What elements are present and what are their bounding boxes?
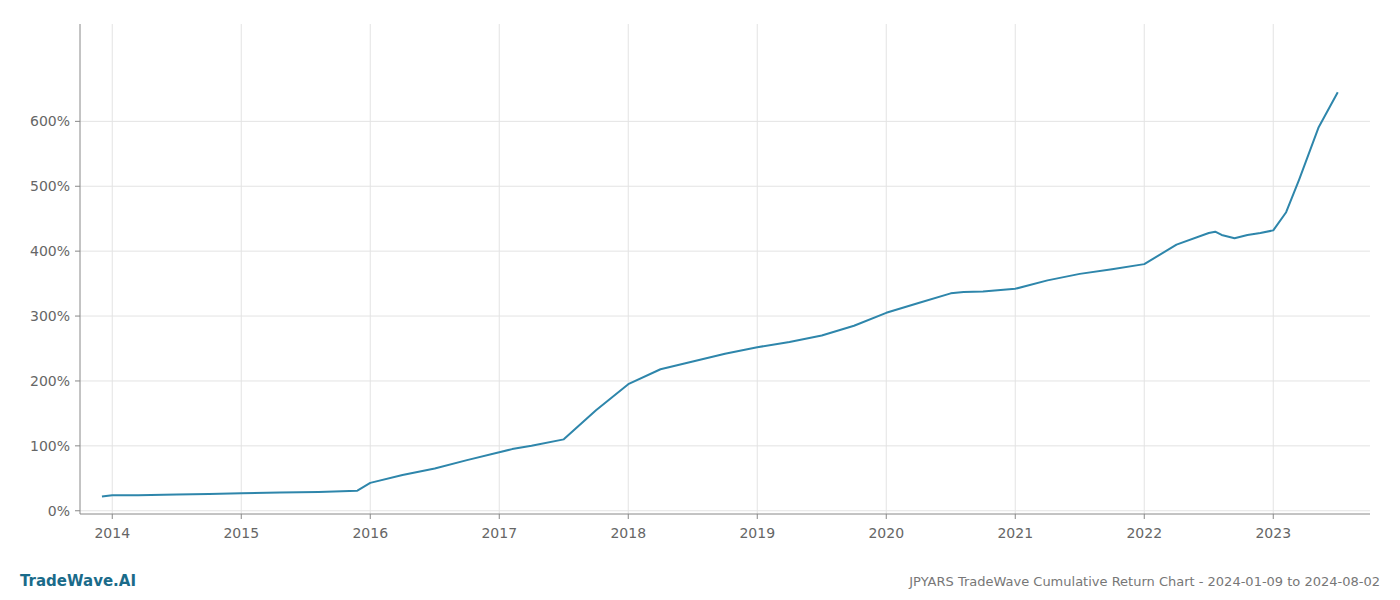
x-tick [886,514,887,519]
y-tick-label: 0% [48,503,70,519]
y-grid-line [80,316,1370,317]
x-tick-label: 2021 [997,525,1033,541]
x-grid-line [370,24,371,514]
x-grid-line [1015,24,1016,514]
x-tick-label: 2018 [610,525,646,541]
x-tick [757,514,758,519]
y-tick [75,251,80,252]
x-grid-line [1144,24,1145,514]
x-tick [1144,514,1145,519]
x-grid-line [241,24,242,514]
x-tick-label: 2023 [1255,525,1291,541]
y-tick [75,510,80,511]
x-grid-line [757,24,758,514]
title: JPYARS TradeWave Cumulative Return Chart… [908,574,1380,589]
y-grid-line [80,121,1370,122]
axes: 2014 2015 2016 2017 2018 2019 2020 2021 2022 2023… [30,24,1370,541]
x-grid-line [112,24,113,514]
x-tick [499,514,500,519]
y-grid-line [80,445,1370,446]
x-tick [1273,514,1274,519]
y-axis-line [80,24,81,514]
y-grid-line [80,510,1370,511]
x-tick-label: 2020 [868,525,904,541]
y-tick-label: 500% [30,178,70,194]
y-grid-line [80,251,1370,252]
x-grid-line [499,24,500,514]
y-tick-label: 300% [30,308,70,324]
series-group [102,92,1338,496]
x-tick-label: 2015 [223,525,259,541]
background [0,0,1400,600]
y-tick-label: 600% [30,113,70,129]
x-grid-line [628,24,629,514]
x-axis-line [80,514,1370,515]
x-tick [1015,514,1016,519]
x-tick [628,514,629,519]
line [102,92,1338,496]
x-tick-label: 2016 [352,525,388,541]
y-tick [75,445,80,446]
y-tick-label: 200% [30,373,70,389]
x-grid-line [886,24,887,514]
y-tick [75,186,80,187]
x-tick [112,514,113,519]
x-tick-label: 2017 [481,525,517,541]
y-tick-label: 100% [30,438,70,454]
watermark: TradeWave.AI [20,572,136,590]
x-tick [241,514,242,519]
x-tick-label: 2019 [739,525,775,541]
y-tick [75,121,80,122]
y-tick [75,380,80,381]
x-tick-label: 2022 [1126,525,1162,541]
y-tick [75,316,80,317]
y-tick-label: 400% [30,243,70,259]
x-tick-label: 2014 [94,525,130,541]
y-grid-line [80,380,1370,381]
x-grid-line [1273,24,1274,514]
y-grid-line [80,186,1370,187]
grid [80,24,1370,514]
x-tick [370,514,371,519]
chart: 2014 2015 2016 2017 2018 2019 2020 2021 2022 2023… [0,0,1400,600]
